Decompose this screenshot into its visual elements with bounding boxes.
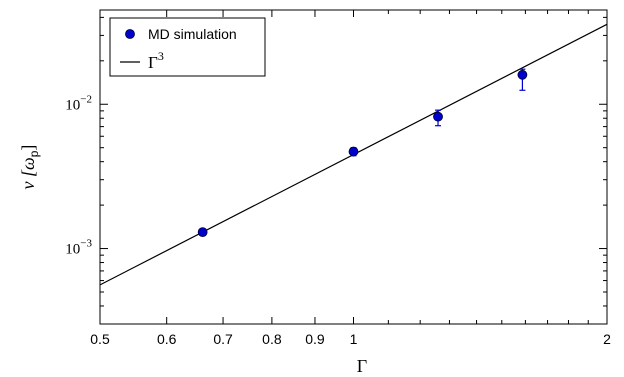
x-tick-label: 0.8 (262, 331, 282, 347)
x-tick-label: 0.7 (213, 331, 233, 347)
legend-marker-md (125, 29, 135, 39)
y-axis-label: ν [ωp] (18, 145, 41, 190)
legend-box (109, 17, 266, 77)
y-axis-ticks: 10−3 10−2 (65, 16, 607, 325)
x-tick-label: 0.9 (305, 331, 325, 347)
data-points (197, 68, 528, 238)
x-axis-ticks: 0.5 0.6 0.7 0.8 0.9 1 2 (90, 10, 611, 347)
y-axis-label-text: ν [ωp] (18, 145, 41, 190)
x-tick-label: 0.6 (157, 331, 177, 347)
legend: MD simulation Γ3 (109, 17, 266, 77)
y-tick-label: 10−2 (65, 93, 92, 113)
y-tick-label: 10−3 (65, 238, 92, 258)
x-tick-label: 2 (603, 331, 611, 347)
x-tick-label: 1 (350, 331, 358, 347)
x-axis-label: Γ (357, 356, 367, 376)
x-tick-label: 0.5 (90, 331, 110, 347)
data-point (348, 146, 359, 157)
data-point (517, 69, 528, 80)
data-point (197, 227, 208, 238)
legend-label-fit: Γ3 (148, 49, 164, 72)
legend-label-md: MD simulation (148, 26, 237, 42)
data-point (433, 111, 443, 122)
